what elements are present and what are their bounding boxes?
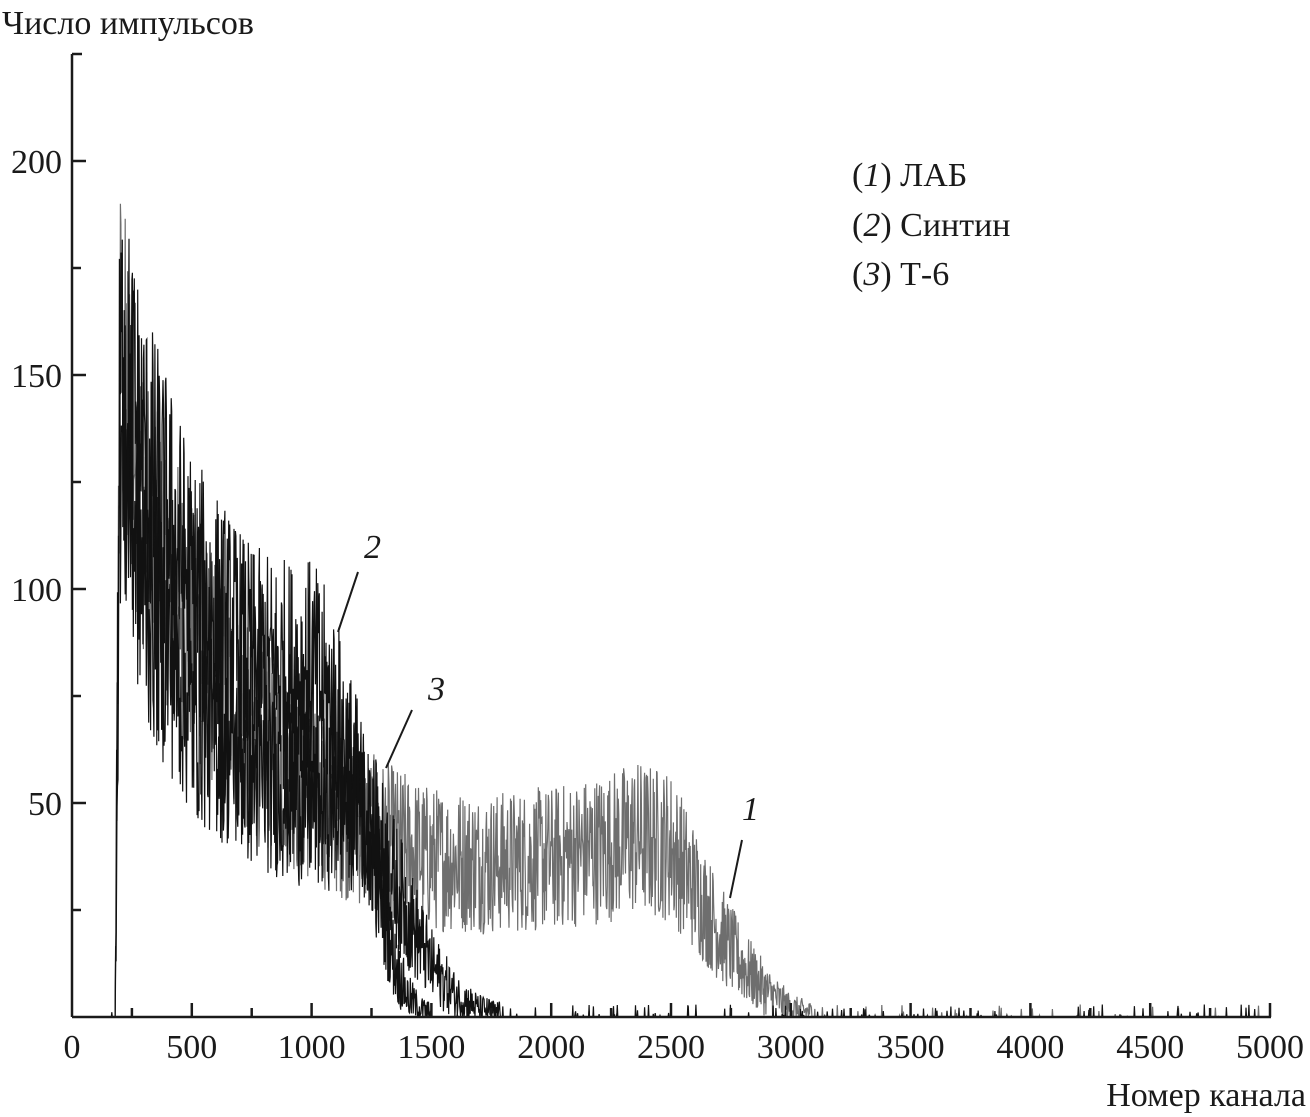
legend-item-1: (1) ЛАБ xyxy=(852,157,967,194)
x-tick-label: 2500 xyxy=(637,1029,705,1066)
curve-label-2: 2 xyxy=(364,529,381,566)
y-tick-label: 150 xyxy=(11,358,62,395)
curve-leader-2 xyxy=(337,571,359,633)
legend: (1) ЛАБ (2) Синтин (3) Т-6 xyxy=(852,157,1010,293)
series-layer xyxy=(107,203,1271,1018)
x-tick-label: 3000 xyxy=(757,1029,825,1066)
x-axis-label: Номер канала xyxy=(1106,1077,1306,1114)
curve-leader-3 xyxy=(385,709,413,769)
legend-item-2: (2) Синтин xyxy=(852,207,1010,244)
x-tick-label: 500 xyxy=(166,1029,217,1066)
curve-leader-1 xyxy=(729,839,743,899)
y-tick-label: 100 xyxy=(11,572,62,609)
x-tick-label: 4000 xyxy=(996,1029,1064,1066)
curve-label-3: 3 xyxy=(427,671,445,708)
axis-ticks: 0 500 1000 1500 2000 2500 3000 3500 4000 4500 5000… xyxy=(11,144,1304,1066)
x-tick-label: 1500 xyxy=(397,1029,465,1066)
y-tick-label: 200 xyxy=(11,144,62,181)
legend-item-3: (3) Т-6 xyxy=(852,256,949,293)
curve-annotations: 2 3 1 xyxy=(337,529,759,899)
x-tick-label: 1000 xyxy=(278,1029,346,1066)
x-tick-label: 5000 xyxy=(1236,1029,1304,1066)
series-line-3 xyxy=(107,290,1270,1018)
x-tick-label: 0 xyxy=(64,1029,81,1066)
y-axis-label: Число импульсов xyxy=(2,5,254,42)
x-tick-label: 2000 xyxy=(517,1029,585,1066)
x-tick-label: 3500 xyxy=(877,1029,945,1066)
x-tick-label: 4500 xyxy=(1116,1029,1184,1066)
y-tick-label: 50 xyxy=(28,786,62,823)
curve-label-1: 1 xyxy=(742,791,759,828)
